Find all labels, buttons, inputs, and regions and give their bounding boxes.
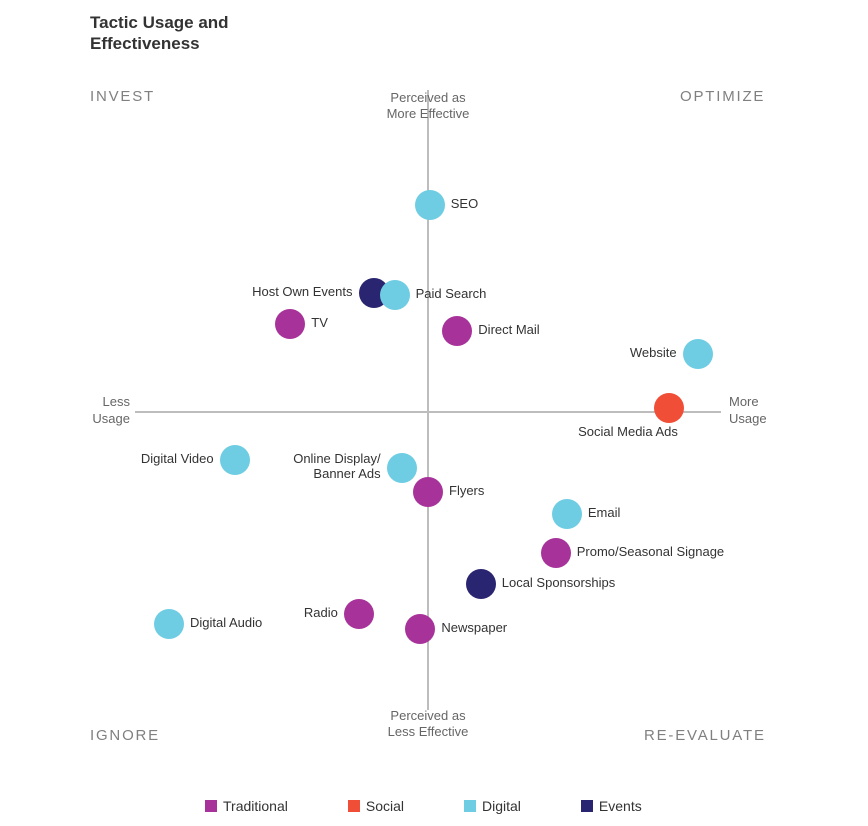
chart-title: Tactic Usage and Effectiveness [90,12,229,55]
data-point-label: Host Own Events [252,285,352,300]
data-point [344,599,374,629]
legend: Traditional Social Digital Events [205,798,642,814]
axis-label-top: Perceived as More Effective [368,90,488,123]
data-point [413,477,443,507]
legend-item: Traditional [205,798,288,814]
legend-label: Events [599,798,642,814]
legend-swatch [464,800,476,812]
axis-label-left: Less Usage [80,394,130,427]
quadrant-label-re-evaluate: RE-EVALUATE [644,727,766,744]
legend-item: Digital [464,798,521,814]
data-point-label: Social Media Ads [578,425,678,440]
data-point-label: Direct Mail [478,323,539,338]
quadrant-label-ignore: IGNORE [90,727,160,744]
data-point [154,609,184,639]
axis-label-bottom: Perceived as Less Effective [368,708,488,741]
legend-swatch [348,800,360,812]
data-point [405,614,435,644]
data-point [466,569,496,599]
data-point-label: Digital Audio [190,616,262,631]
axis-horizontal [135,411,721,413]
data-point-label: Flyers [449,484,484,499]
legend-item: Social [348,798,404,814]
legend-swatch [581,800,593,812]
data-point-label: Newspaper [441,621,507,636]
data-point [415,190,445,220]
axis-label-right: More Usage [729,394,767,427]
legend-item: Events [581,798,642,814]
data-point [380,280,410,310]
data-point-label: Online Display/ Banner Ads [293,452,380,482]
data-point [387,453,417,483]
legend-label: Social [366,798,404,814]
data-point-label: Local Sponsorships [502,576,615,591]
data-point-label: Digital Video [141,452,214,467]
data-point-label: Paid Search [416,287,487,302]
data-point-label: Website [630,346,677,361]
data-point [552,499,582,529]
legend-swatch [205,800,217,812]
data-point [220,445,250,475]
data-point-label: Radio [304,606,338,621]
data-point [442,316,472,346]
data-point [541,538,571,568]
data-point-label: TV [311,316,328,331]
legend-label: Traditional [223,798,288,814]
data-point-label: SEO [451,197,478,212]
legend-label: Digital [482,798,521,814]
data-point [654,393,684,423]
quadrant-chart: Perceived as More EffectivePerceived as … [135,90,721,710]
data-point-label: Email [588,506,621,521]
data-point-label: Promo/Seasonal Signage [577,545,724,560]
data-point [683,339,713,369]
data-point [275,309,305,339]
